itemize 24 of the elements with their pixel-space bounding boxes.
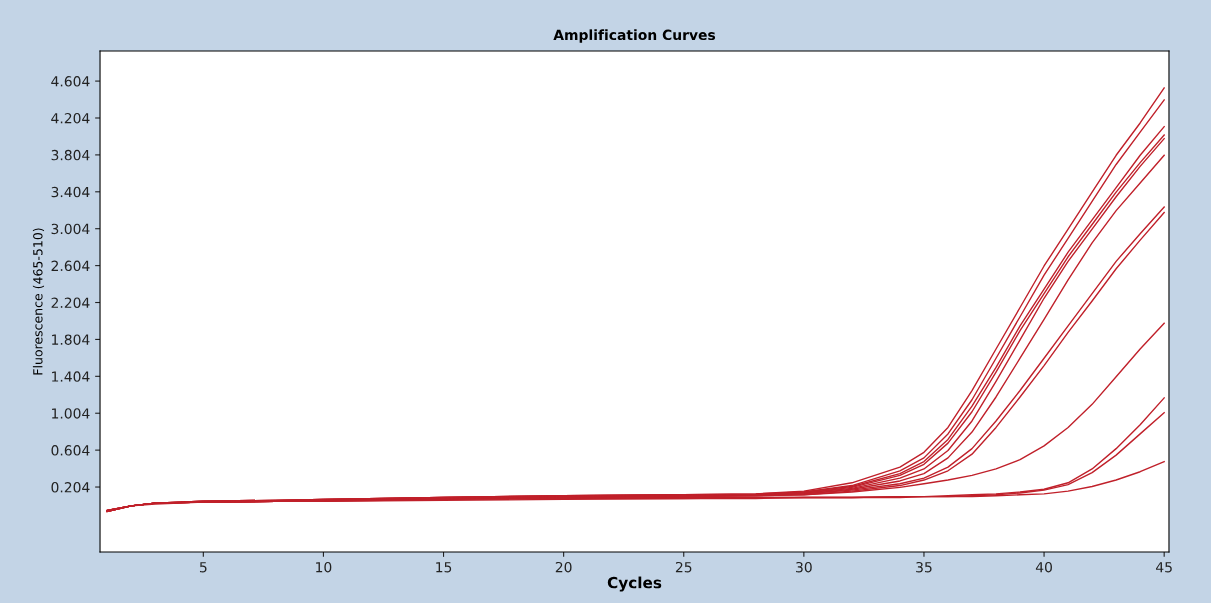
x-tick-label: 35	[916, 561, 932, 573]
x-tick-label: 15	[436, 562, 452, 573]
y-tick-label: 1.804	[52, 334, 90, 345]
y-tick-label: 2.204	[51, 297, 90, 308]
y-tick-label: 4.204	[51, 112, 90, 124]
chart-title: Amplification Curves	[553, 29, 716, 43]
y-tick-label: 4.604	[51, 76, 90, 87]
y-axis-title: Fluorescence (465-510)	[32, 228, 45, 375]
x-tick-label: 25	[675, 561, 692, 573]
y-tick-label: 2.604	[51, 260, 90, 272]
y-tick-label: 1.404	[52, 371, 90, 382]
y-tick-label: 0.604	[51, 445, 90, 456]
x-tick-label: 5	[199, 562, 207, 573]
x-axis-title: Cycles	[607, 576, 662, 592]
x-tick-label: 40	[1035, 561, 1052, 573]
y-tick-label: 0.204	[51, 482, 90, 493]
y-tick-label: 3.004	[51, 223, 90, 235]
x-tick-label: 45	[1156, 562, 1172, 573]
x-tick-label: 10	[316, 561, 332, 573]
x-tick-label: 20	[555, 561, 572, 573]
y-tick-label: 3.404	[51, 186, 90, 198]
y-tick-label: 3.804	[51, 149, 90, 161]
x-tick-label: 30	[796, 561, 812, 573]
y-tick-label: 1.004	[52, 408, 90, 419]
